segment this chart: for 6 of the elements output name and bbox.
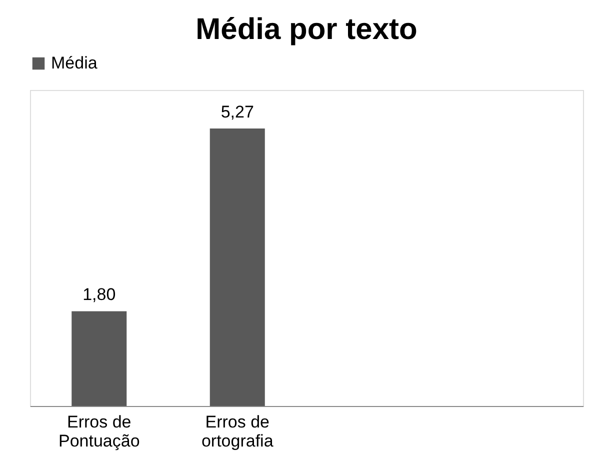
chart-title: Média por texto	[196, 13, 418, 46]
data-label: 5,27	[220, 102, 254, 122]
data-label: 1,80	[82, 285, 116, 304]
x-tick-label: Erros de ortografia	[201, 412, 274, 450]
x-tick-label: Erros de Pontuação	[58, 412, 140, 450]
legend-label: Média	[51, 54, 98, 72]
